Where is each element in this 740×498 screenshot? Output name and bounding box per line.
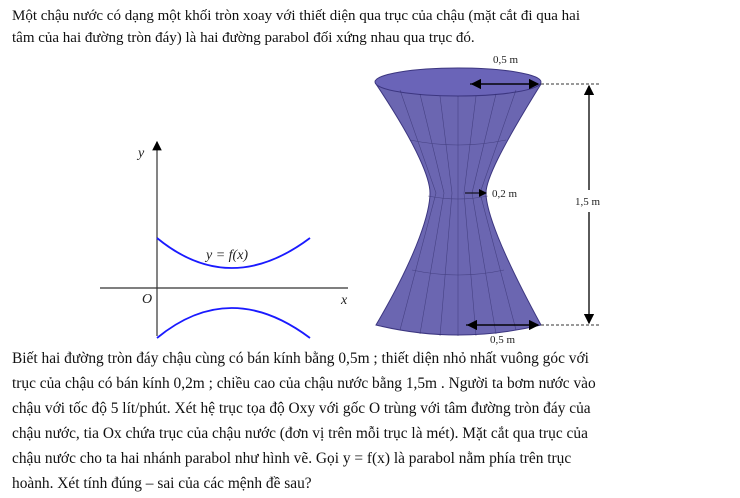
basin-body xyxy=(375,83,542,336)
lower-parabola xyxy=(156,307,311,339)
intro-line-1: Một chậu nước có dạng một khối tròn xoay… xyxy=(12,8,580,24)
y-axis-label: y xyxy=(136,146,145,161)
basin-figure: 0,5 m 0,2 m 1,5 m 0,5 m xyxy=(374,54,601,346)
upper-parabola xyxy=(156,237,311,269)
body-line-3: chậu với tốc độ 5 lít/phút. Xét hệ trục … xyxy=(12,400,591,417)
origin-label: O xyxy=(142,292,152,307)
intro-line-2: tâm của hai đường tròn đáy) là hai đường… xyxy=(12,30,475,46)
body-line-6: hoành. Xét tính đúng – sai của các mệnh … xyxy=(12,475,312,492)
coordinate-graph: y O x y = f(x) xyxy=(100,140,348,339)
waist-radius-label: 0,2 m xyxy=(492,188,518,200)
x-axis-label: x xyxy=(340,293,348,308)
body-line-2: trục của chậu có bán kính 0,2m ; chiều c… xyxy=(12,375,596,392)
curve-label: y = f(x) xyxy=(204,248,248,263)
top-radius-label: 0,5 m xyxy=(493,54,519,66)
basin-top-rim xyxy=(374,67,542,97)
body-line-1: Biết hai đường tròn đáy chậu cùng có bán… xyxy=(12,350,589,367)
body-line-5: chậu nước cho ta hai nhánh parabol như h… xyxy=(12,450,572,467)
body-line-4: chậu nước, tia Ox chứa trục của chậu nướ… xyxy=(12,425,588,442)
bottom-radius-label: 0,5 m xyxy=(490,334,516,346)
height-label: 1,5 m xyxy=(575,196,601,208)
